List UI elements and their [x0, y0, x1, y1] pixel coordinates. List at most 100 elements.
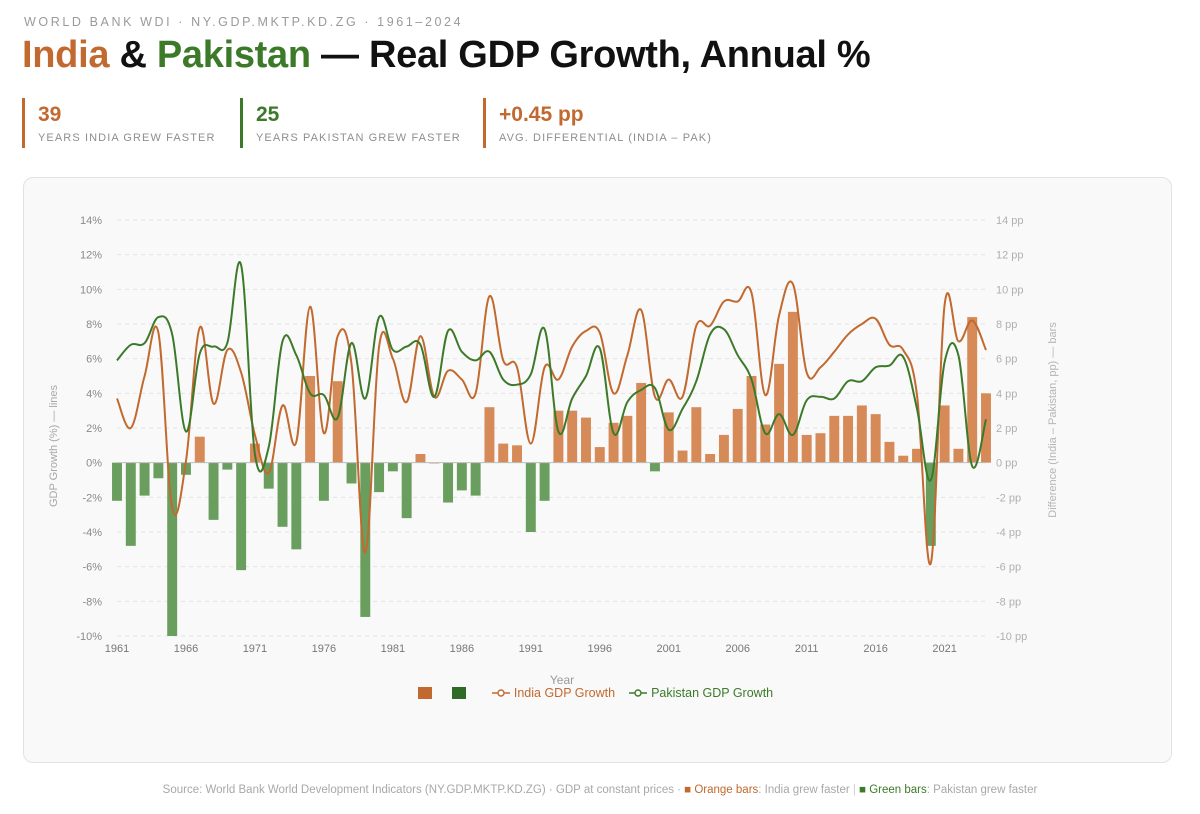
pakistan-gdp-line	[116, 261, 987, 482]
bar-india-faster	[815, 433, 826, 463]
y-tick-label-right: -4 pp	[996, 527, 1021, 539]
bar-pakistan-faster	[470, 462, 481, 496]
footer-orange-key: ■ Orange bars	[684, 784, 759, 796]
kpi-pakistan-years: 25 YEARS PAKISTAN GREW FASTER	[240, 98, 461, 148]
y-tick-label-left: 6%	[86, 354, 102, 366]
bar-pakistan-faster	[167, 462, 178, 636]
bar-india-faster	[843, 415, 854, 463]
legend-bar-india-swatch[interactable]	[417, 687, 432, 699]
bar-india-faster	[663, 412, 674, 463]
kpi-label: YEARS INDIA GREW FASTER	[38, 132, 216, 144]
bar-pakistan-faster	[925, 462, 936, 546]
x-tick-label: 1991	[519, 643, 543, 655]
bar-india-faster	[884, 441, 895, 463]
title-pakistan: Pakistan	[156, 34, 311, 76]
y-tick-label-right: 8 pp	[996, 319, 1017, 331]
bar-india-faster	[415, 454, 426, 463]
kpi-india-years: 39 YEARS INDIA GREW FASTER	[22, 98, 216, 148]
bar-india-faster	[801, 434, 812, 463]
y-tick-label-right: -2 pp	[996, 492, 1021, 504]
title-india: India	[22, 34, 110, 76]
bar-pakistan-faster	[443, 462, 454, 503]
y-tick-label-right: 10 pp	[996, 284, 1024, 296]
chart-legend: India GDP Growth Pakistan GDP Growth	[24, 686, 1171, 700]
y-tick-label-right: 14 pp	[996, 215, 1024, 227]
bar-india-faster	[829, 415, 840, 463]
y-tick-label-left: 8%	[86, 319, 102, 331]
legend-bar-pakistan-swatch[interactable]	[451, 687, 466, 699]
bar-india-faster	[705, 454, 716, 463]
bar-india-faster	[967, 317, 978, 463]
bar-pakistan-faster	[318, 462, 329, 501]
footer-green-text: : Pakistan grew faster	[926, 784, 1038, 796]
y-tick-label-right: -8 pp	[996, 596, 1021, 608]
bar-pakistan-faster	[222, 462, 233, 470]
bar-india-faster	[622, 415, 633, 463]
line-marker-icon	[629, 689, 648, 697]
legend-india-line-label: India GDP Growth	[513, 686, 616, 700]
bar-india-faster	[718, 434, 729, 463]
title-amp: &	[109, 34, 157, 76]
bar-pakistan-faster	[401, 462, 412, 519]
legend-india-line[interactable]: India GDP Growth	[491, 686, 616, 700]
x-tick-label: 2016	[863, 643, 887, 655]
kpi-value: 25	[256, 103, 280, 126]
y-tick-label-right: -10 pp	[996, 631, 1027, 643]
x-tick-label: 1976	[312, 643, 336, 655]
y-tick-label-right: 2 pp	[996, 423, 1017, 435]
x-tick-label: 1996	[588, 643, 612, 655]
bar-india-faster	[636, 382, 647, 463]
bar-india-faster	[870, 414, 881, 463]
bar-pakistan-faster	[125, 462, 136, 546]
y-axis-title-left: GDP Growth (%) — lines	[48, 384, 60, 507]
x-tick-label: 2001	[657, 643, 681, 655]
bar-india-faster	[608, 422, 619, 463]
bar-pakistan-faster	[112, 462, 122, 501]
y-tick-label-left: 12%	[80, 250, 102, 262]
bar-india-faster	[939, 405, 950, 463]
x-axis-title: Year	[550, 673, 574, 687]
bar-india-faster	[553, 410, 564, 463]
india-gdp-line	[116, 280, 987, 566]
bar-pakistan-faster	[456, 462, 467, 491]
bar-india-faster	[746, 376, 757, 463]
footer-green-key: ■ Green bars	[855, 784, 927, 796]
bar-india-faster	[677, 450, 688, 463]
kpi-value: 39	[38, 103, 62, 126]
bar-pakistan-faster	[360, 462, 371, 617]
legend-pakistan-line-label: Pakistan GDP Growth	[651, 686, 774, 700]
bar-pakistan-faster	[387, 462, 398, 472]
x-tick-label: 1986	[450, 643, 474, 655]
bar-pakistan-faster	[291, 462, 302, 550]
bar-pakistan-faster	[277, 462, 288, 527]
bar-india-faster	[912, 448, 922, 463]
y-tick-label-left: 14%	[80, 215, 102, 227]
bar-india-faster	[305, 376, 316, 463]
kpi-value: +0.45 pp	[499, 103, 584, 126]
y-tick-label-left: 4%	[86, 388, 102, 400]
bar-pakistan-faster	[139, 462, 150, 496]
y-tick-label-left: 2%	[86, 423, 102, 435]
bar-india-faster	[856, 405, 867, 463]
x-tick-label: 2021	[932, 643, 956, 655]
bar-pakistan-faster	[374, 462, 385, 493]
bar-india-faster	[567, 410, 578, 463]
y-tick-label-right: 0 pp	[996, 458, 1017, 470]
bar-india-faster	[194, 436, 205, 463]
bar-india-faster	[512, 445, 522, 463]
footer-orange-text: : India grew faster	[758, 784, 853, 796]
gdp-growth-chart: 14% 12% 10% 8% 6% 4% 2% 0% -2% -4% -6% -8% -10% 14 pp…	[48, 215, 1059, 687]
chart-title: India & Pakistan — Real GDP Growth, Annu…	[22, 34, 871, 77]
bar-india-faster	[898, 455, 909, 463]
kpi-avg-differential: +0.45 pp AVG. DIFFERENTIAL (INDIA – PAK)	[483, 98, 712, 148]
bar-india-faster	[732, 408, 743, 463]
y-tick-label-left: -8%	[82, 596, 102, 608]
y-tick-label-left: 0%	[86, 458, 102, 470]
y-tick-label-right: 4 pp	[996, 388, 1017, 400]
legend-pakistan-line[interactable]: Pakistan GDP Growth	[629, 686, 773, 700]
chart-card: 14% 12% 10% 8% 6% 4% 2% 0% -2% -4% -6% -8% -10% 14 pp…	[23, 177, 1172, 763]
x-tick-label: 1966	[174, 643, 198, 655]
bar-pakistan-faster	[181, 462, 191, 475]
bar-india-faster	[981, 393, 991, 463]
bar-india-faster	[484, 407, 495, 463]
